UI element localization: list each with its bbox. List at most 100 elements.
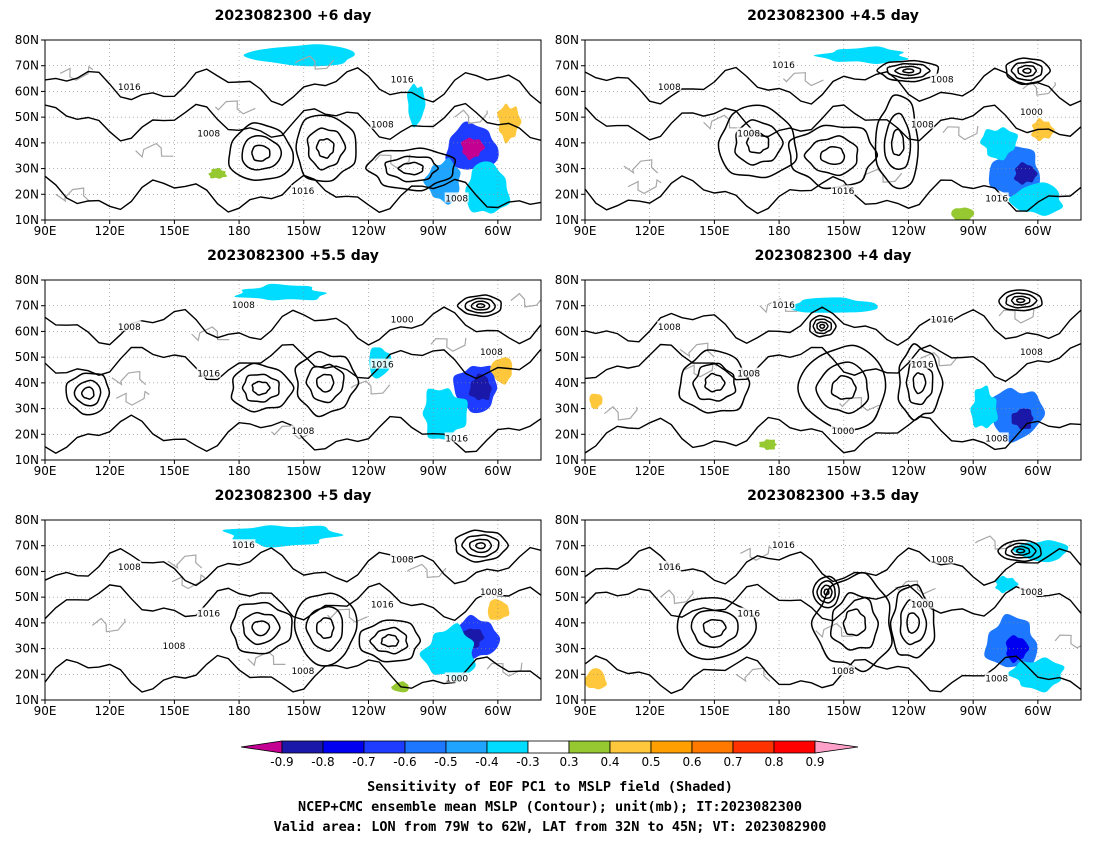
y-tick-label: 50N xyxy=(555,590,579,604)
y-tick-label: 70N xyxy=(555,299,579,313)
y-tick-label: 70N xyxy=(555,59,579,73)
mslp-contour xyxy=(874,94,919,190)
contour-label: 1008 xyxy=(445,194,468,204)
contour-label-bg xyxy=(771,299,796,310)
map-panel: 2023082300 +4.5 day 1008 1008 1016 1008 1016 1… xyxy=(555,8,1082,238)
mslp-contour xyxy=(295,114,357,183)
contour-label-bg xyxy=(231,539,256,550)
colorbar: -0.9 -0.8 -0.7 -0.6 -0.5 -0.4 -0.3 0.3 0.4 0.5 0.6… xyxy=(240,740,859,769)
contour-label: 1008 xyxy=(911,121,934,131)
coastline xyxy=(623,159,659,175)
x-tick-label: 90W xyxy=(420,704,447,718)
colorbar-segment xyxy=(732,740,775,754)
coastline xyxy=(998,309,1035,324)
mslp-contour xyxy=(815,361,870,415)
mslp-contour xyxy=(585,306,1081,347)
colorbar-segment xyxy=(650,740,693,754)
coastline xyxy=(510,292,541,308)
sensitivity-region xyxy=(589,393,603,410)
sensitivity-region xyxy=(813,46,909,64)
contour-label: 1000 xyxy=(831,427,854,437)
y-tick-label: 30N xyxy=(15,642,39,656)
contour-label: 1016 xyxy=(118,83,141,93)
y-tick-label: 80N xyxy=(555,33,579,47)
sensitivity-region xyxy=(487,599,510,620)
mslp-contour xyxy=(585,66,1081,107)
coastline xyxy=(454,109,488,125)
x-tick-label: 120E xyxy=(94,464,125,478)
mslp-contour xyxy=(380,633,400,648)
mslp-contour xyxy=(306,127,347,171)
contour-label-bg xyxy=(930,553,955,564)
mslp-contour xyxy=(475,303,486,309)
colorbar-segment xyxy=(404,740,447,754)
mslp-contour xyxy=(241,373,280,403)
y-tick-label: 30N xyxy=(15,162,39,176)
contour-label-bg xyxy=(910,598,935,609)
mslp-contour xyxy=(692,362,737,402)
mslp-contour xyxy=(461,534,500,558)
x-tick-label: 180 xyxy=(768,224,791,238)
contour-label: 1016 xyxy=(772,61,795,71)
x-tick-label: 90W xyxy=(420,224,447,238)
y-tick-label: 20N xyxy=(15,667,39,681)
mslp-contour xyxy=(294,350,360,418)
mslp-contour xyxy=(702,618,727,639)
sensitivity-region xyxy=(243,44,355,67)
colorbar-segment xyxy=(281,740,324,754)
contour-label: 1008 xyxy=(985,434,1008,444)
x-tick-label: 150E xyxy=(699,704,730,718)
panel-title: 2023082300 +4.5 day xyxy=(747,8,919,24)
contour-label: 1016 xyxy=(391,76,414,86)
mslp-contour xyxy=(997,539,1042,563)
mslp-contour xyxy=(45,582,541,622)
contour-label-bg xyxy=(196,127,221,138)
contour-label: 1008 xyxy=(985,674,1008,684)
contour-label: 1016 xyxy=(445,434,468,444)
contour-label-bg xyxy=(117,80,142,91)
mslp-contour xyxy=(1017,64,1038,78)
contour-label-bg xyxy=(771,539,796,550)
contour-label-bg xyxy=(984,672,1009,683)
x-tick-label: 150W xyxy=(826,224,861,238)
mslp-contour xyxy=(1005,57,1051,86)
x-tick-label: 150W xyxy=(826,704,861,718)
y-tick-label: 70N xyxy=(555,539,579,553)
mslp-contour xyxy=(293,592,358,667)
contour-label-bg xyxy=(231,299,256,310)
colorbar-arrow-low xyxy=(240,740,283,754)
y-tick-label: 80N xyxy=(555,273,579,287)
colorbar-label: 0.4 xyxy=(600,755,619,769)
contour-label-bg xyxy=(771,59,796,70)
contour-label: 1008 xyxy=(831,667,854,677)
x-tick-label: 150E xyxy=(159,224,190,238)
mslp-contour xyxy=(229,601,293,655)
mslp-contour xyxy=(820,584,833,600)
coastline xyxy=(782,72,824,87)
mslp-contour xyxy=(816,580,836,604)
mslp-contour xyxy=(883,112,912,170)
contour-label: 1008 xyxy=(197,130,220,140)
x-tick-label: 120W xyxy=(351,224,386,238)
contour-label: 1016 xyxy=(232,541,255,551)
contour-label-bg xyxy=(910,118,935,129)
contour-label-bg xyxy=(930,313,955,324)
mslp-contour xyxy=(585,415,1081,454)
contour-label-bg xyxy=(830,665,855,676)
y-tick-label: 60N xyxy=(15,564,39,578)
sensitivity-region xyxy=(490,357,513,385)
contour-label-bg xyxy=(479,586,504,596)
x-tick-label: 60W xyxy=(1024,704,1051,718)
contour-label-bg xyxy=(657,80,682,91)
contour-label: 1008 xyxy=(232,301,255,311)
panel-frame xyxy=(584,279,1082,461)
mslp-contour xyxy=(1016,297,1026,304)
map-panel: 2023082300 +4 day 1008 1008 1000 1016 1008 101… xyxy=(555,248,1082,478)
contour-label-bg xyxy=(1019,106,1044,116)
x-tick-label: 120W xyxy=(351,704,386,718)
mslp-contour xyxy=(251,144,271,162)
panel-frame xyxy=(584,519,1082,701)
y-tick-label: 70N xyxy=(15,59,39,73)
y-tick-label: 40N xyxy=(15,376,39,390)
coastline xyxy=(430,337,467,352)
